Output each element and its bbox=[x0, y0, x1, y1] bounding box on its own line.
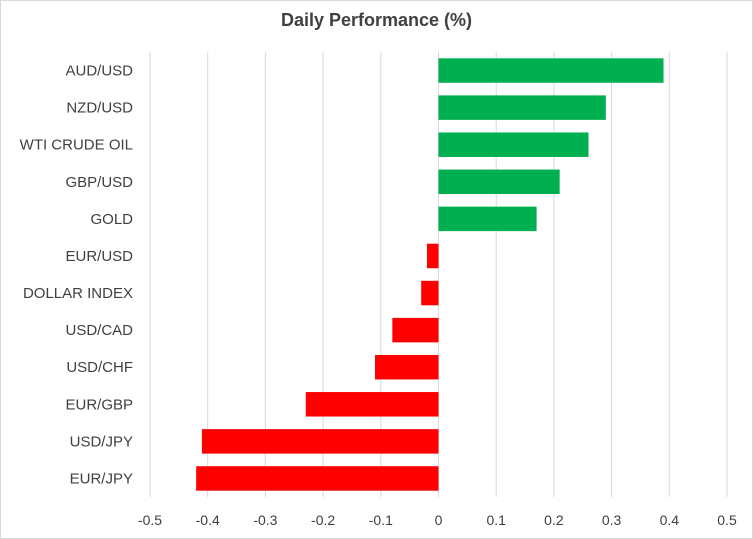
x-tick-label: 0.3 bbox=[602, 512, 622, 528]
x-tick-label: -0.2 bbox=[311, 512, 335, 528]
bar-eur-usd bbox=[426, 243, 439, 269]
bar-aud-usd bbox=[438, 58, 664, 83]
category-label: DOLLAR INDEX bbox=[23, 285, 133, 302]
x-tick-label: 0 bbox=[435, 512, 443, 528]
category-labels: AUD/USD NZD/USD WTI CRUDE OIL GBP/USD GOLD EU… bbox=[20, 63, 134, 488]
category-label: USD/CHF bbox=[66, 359, 133, 376]
bar-gbp-usd bbox=[438, 169, 560, 195]
chart-title: Daily Performance (%) bbox=[280, 10, 473, 30]
bar-eur-jpy bbox=[196, 466, 439, 491]
category-label: GBP/USD bbox=[65, 174, 133, 191]
x-tick-label: 0.1 bbox=[486, 512, 506, 528]
category-label: NZD/USD bbox=[66, 100, 133, 117]
bar-wti-crude-oil bbox=[438, 132, 589, 157]
x-tick-label: 0.4 bbox=[660, 512, 680, 528]
bar-usd-chf bbox=[375, 354, 439, 380]
bar-dollar-index bbox=[421, 280, 439, 306]
category-label: AUD/USD bbox=[65, 63, 133, 80]
x-tick-label: -0.4 bbox=[196, 512, 220, 528]
x-tick-label: -0.5 bbox=[138, 512, 162, 528]
category-label: USD/CAD bbox=[65, 322, 133, 339]
category-label: WTI CRUDE OIL bbox=[20, 137, 133, 154]
bar-usd-cad bbox=[392, 317, 439, 343]
category-label: EUR/GBP bbox=[65, 396, 133, 413]
category-label: EUR/JPY bbox=[70, 470, 133, 487]
bar-nzd-usd bbox=[438, 95, 606, 120]
category-label: EUR/USD bbox=[65, 248, 133, 265]
x-tick-label: 0.5 bbox=[717, 512, 737, 528]
bars-group bbox=[196, 58, 664, 491]
category-label: GOLD bbox=[90, 211, 133, 228]
bar-usd-jpy bbox=[201, 429, 439, 454]
x-tick-label: -0.1 bbox=[369, 512, 393, 528]
grid-lines bbox=[149, 52, 728, 497]
bar-gold bbox=[438, 206, 537, 232]
bar-eur-gbp bbox=[305, 392, 439, 417]
category-label: USD/JPY bbox=[70, 433, 133, 450]
x-tick-label: -0.3 bbox=[253, 512, 277, 528]
x-axis-tick-labels: -0.5 -0.4 -0.3 -0.2 -0.1 0 0.1 0.2 0.3 0.4 0.5 bbox=[138, 512, 737, 528]
x-tick-label: 0.2 bbox=[544, 512, 564, 528]
